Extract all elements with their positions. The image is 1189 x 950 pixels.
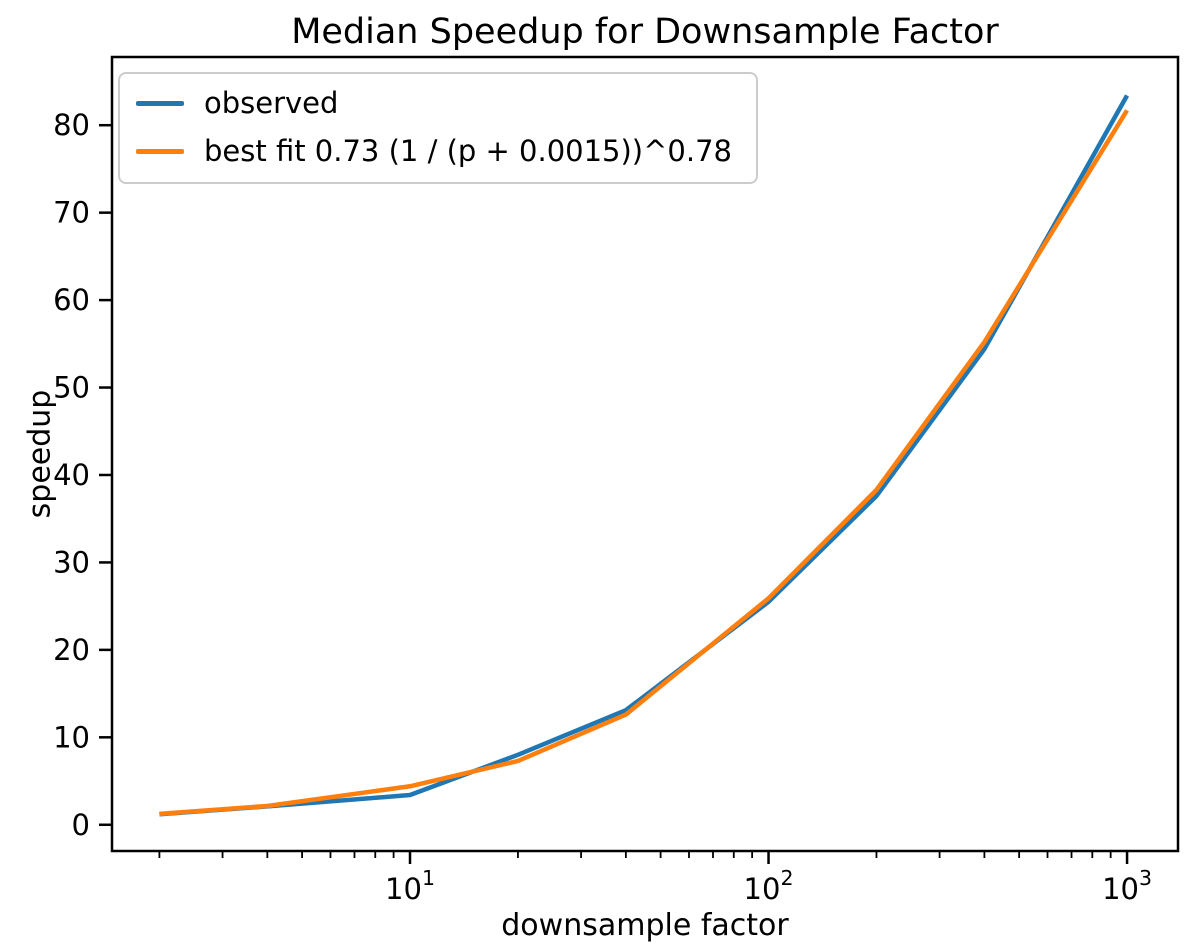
legend-label-bestfit: best fit 0.73 (1 / (p + 0.0015))^0.78 [204,134,732,168]
x-tick-label: 102 [744,866,794,906]
y-axis-label: speedup [22,389,58,519]
y-tick-label: 50 [53,371,90,405]
y-tick-label: 0 [72,808,90,842]
y-tick-label: 80 [53,108,90,142]
legend-item-bestfit: best fit 0.73 (1 / (p + 0.0015))^0.78 [136,130,732,172]
x-tick-label: 103 [1102,866,1152,906]
legend-item-observed: observed [136,82,732,124]
series-line-bestfit [159,109,1129,817]
series-line-observed [159,94,1130,817]
legend-label-observed: observed [204,86,339,120]
legend: observed best fit 0.73 (1 / (p + 0.0015)… [118,72,758,184]
y-tick-label: 10 [53,720,90,754]
legend-line-swatch-observed [136,100,184,106]
legend-line-swatch-bestfit [136,148,184,154]
plot-spines [110,55,1180,853]
y-tick-label: 30 [53,545,90,579]
y-tick-label: 40 [53,458,90,492]
x-axis-label: downsample factor [501,908,789,943]
chart-title: Median Speedup for Downsample Factor [291,12,999,52]
y-tick-label: 70 [53,196,90,230]
y-tick-label: 20 [53,633,90,667]
y-tick-label: 60 [53,283,90,317]
x-tick-label: 101 [385,866,435,906]
